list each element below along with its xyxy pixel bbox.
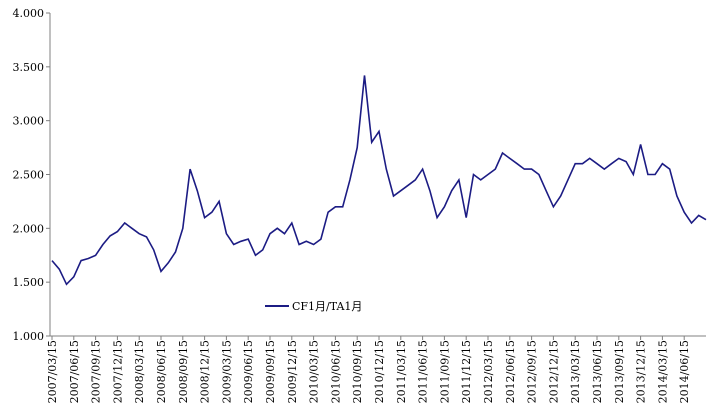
x-tick-label: 2011/12/15 <box>460 340 473 403</box>
y-tick-label: 4.000 <box>13 7 45 20</box>
x-tick-label: 2012/03/15 <box>482 340 495 403</box>
y-tick-label: 2.500 <box>13 169 45 182</box>
x-tick-label: 2009/09/15 <box>264 340 277 403</box>
x-tick-label: 2007/06/15 <box>68 340 81 403</box>
y-tick-label: 2.000 <box>13 222 45 235</box>
x-tick-label: 2011/03/15 <box>395 340 408 403</box>
x-tick-label: 2009/12/15 <box>286 340 299 403</box>
legend-label: CF1月/TA1月 <box>292 300 362 313</box>
x-tick-label: 2008/06/15 <box>155 340 168 403</box>
x-tick-label: 2008/12/15 <box>199 340 212 403</box>
x-tick-label: 2008/03/15 <box>133 340 146 403</box>
x-tick-label: 2009/03/15 <box>220 340 233 403</box>
x-tick-label: 2014/03/15 <box>656 340 669 403</box>
x-tick-label: 2011/09/15 <box>438 340 451 403</box>
x-tick-label: 2007/03/15 <box>46 340 59 403</box>
data-line <box>51 75 707 286</box>
x-tick-label: 2012/06/15 <box>504 340 517 403</box>
x-tick-label: 2013/03/15 <box>569 340 582 403</box>
x-tick-label: 2012/09/15 <box>526 340 539 403</box>
y-tick-label: 3.000 <box>13 115 45 128</box>
x-tick-label: 2009/06/15 <box>242 340 255 403</box>
x-tick-label: 2007/12/15 <box>111 340 124 403</box>
x-tick-label: 2010/06/15 <box>329 340 342 403</box>
x-tick-label: 2010/12/15 <box>373 340 386 403</box>
x-tick-label: 2007/09/15 <box>90 340 103 403</box>
y-tick-label: 3.500 <box>13 61 45 74</box>
y-tick-label: 1.000 <box>13 330 45 343</box>
x-tick-label: 2013/09/15 <box>613 340 626 403</box>
x-tick-label: 2013/06/15 <box>591 340 604 403</box>
x-tick-label: 2011/06/15 <box>417 340 430 403</box>
x-tick-label: 2010/09/15 <box>351 340 364 403</box>
x-tick-label: 2013/12/15 <box>635 340 648 403</box>
y-tick-label: 1.500 <box>13 276 45 289</box>
x-tick-label: 2014/06/15 <box>678 340 691 403</box>
x-tick-label: 2008/09/15 <box>177 340 190 403</box>
x-tick-label: 2012/12/15 <box>547 340 560 403</box>
x-tick-label: 2010/03/15 <box>308 340 321 403</box>
